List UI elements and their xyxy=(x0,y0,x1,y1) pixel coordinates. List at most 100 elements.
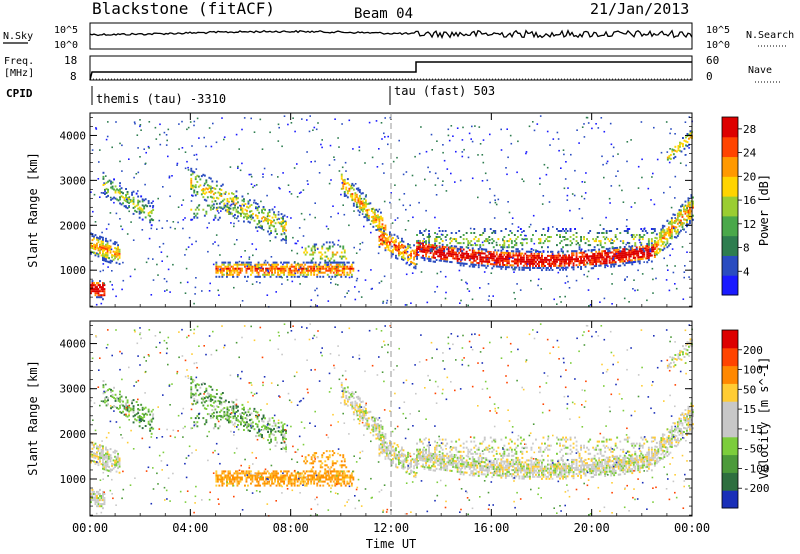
echo-cell xyxy=(471,247,474,250)
echo-cell xyxy=(459,236,462,238)
echo-cell xyxy=(578,251,581,254)
noise-cell xyxy=(588,305,590,307)
noise-cell xyxy=(677,233,680,235)
echo-cell xyxy=(450,251,453,253)
echo-cell xyxy=(560,258,563,261)
echo-cell xyxy=(677,145,680,148)
echo-cell xyxy=(260,478,263,481)
echo-cell xyxy=(218,192,221,195)
echo-cell xyxy=(678,231,681,234)
echo-cell xyxy=(539,238,542,241)
echo-cell xyxy=(586,257,588,260)
echo-cell xyxy=(247,214,250,217)
echo-cell xyxy=(316,273,319,276)
noise-tick-left-high: 10^5 xyxy=(54,25,78,36)
echo-cell xyxy=(538,252,540,255)
echo-cell xyxy=(340,175,343,178)
echo-cell xyxy=(509,264,512,267)
echo-cell xyxy=(116,198,118,201)
noise-cell xyxy=(389,116,392,119)
echo-cell xyxy=(664,237,667,240)
echo-cell xyxy=(322,265,325,268)
echo-cell xyxy=(503,253,506,256)
echo-cell xyxy=(343,191,346,193)
echo-cell xyxy=(372,211,375,214)
noise-cell xyxy=(115,212,118,215)
echo-cell xyxy=(416,241,418,244)
echo-cell xyxy=(428,257,430,260)
echo-cell xyxy=(446,252,449,255)
echo-cell xyxy=(515,252,518,255)
echo-cell xyxy=(498,265,501,268)
echo-cell xyxy=(529,266,531,269)
echo-cell xyxy=(113,178,115,181)
echo-cell xyxy=(527,254,530,257)
echo-cell xyxy=(375,218,378,221)
echo-cell xyxy=(434,232,436,234)
noise-cell xyxy=(477,196,479,199)
echo-cell xyxy=(632,253,635,255)
echo-cell xyxy=(417,241,420,244)
echo-cell xyxy=(293,267,296,270)
echo-cell xyxy=(525,256,528,259)
echo-cell xyxy=(426,247,429,250)
echo-cell xyxy=(190,378,193,381)
echo-cell xyxy=(93,444,95,447)
echo-cell xyxy=(91,288,94,291)
echo-cell xyxy=(250,426,253,429)
echo-cell xyxy=(228,208,230,211)
echo-cell xyxy=(110,391,112,393)
noise-tick-left-low: 10^0 xyxy=(54,40,78,51)
echo-cell xyxy=(673,222,676,224)
echo-cell xyxy=(229,405,232,408)
echo-cell xyxy=(113,386,115,389)
echo-cell xyxy=(140,195,143,198)
echo-cell xyxy=(228,401,230,404)
echo-cell xyxy=(377,226,379,229)
echo-cell xyxy=(193,189,196,192)
echo-cell xyxy=(485,266,488,269)
echo-cell xyxy=(342,181,345,184)
echo-cell xyxy=(144,198,147,201)
noise-cell xyxy=(567,187,569,189)
echo-cell xyxy=(416,255,418,258)
echo-cell xyxy=(257,267,260,270)
echo-cell xyxy=(331,241,334,244)
echo-cell xyxy=(650,240,653,243)
echo-cell xyxy=(663,245,666,248)
noise-cell xyxy=(467,156,470,159)
echo-cell xyxy=(590,267,593,270)
echo-cell xyxy=(268,427,271,430)
noise-cell xyxy=(100,192,103,194)
echo-cell xyxy=(524,260,527,263)
freq-unit-label: [MHz] xyxy=(4,68,34,79)
echo-cell xyxy=(220,195,223,197)
echo-cell xyxy=(267,429,269,431)
noise-cell xyxy=(321,146,323,149)
noise-cell xyxy=(237,167,239,169)
echo-cell xyxy=(637,260,640,263)
echo-cell xyxy=(500,267,503,270)
echo-cell xyxy=(637,258,640,261)
echo-cell xyxy=(593,253,596,255)
echo-cell xyxy=(617,250,620,253)
echo-cell xyxy=(90,497,92,499)
echo-cell xyxy=(343,267,346,270)
echo-cell xyxy=(141,419,144,421)
echo-cell xyxy=(283,214,286,217)
echo-cell xyxy=(670,227,673,230)
echo-cell xyxy=(530,254,533,257)
echo-cell xyxy=(91,490,94,493)
noise-cell xyxy=(612,146,615,149)
echo-cell xyxy=(538,254,540,257)
echo-cell xyxy=(289,267,292,270)
echo-cell xyxy=(236,261,239,264)
noise-cell xyxy=(248,256,251,258)
echo-cell xyxy=(194,194,197,197)
echo-cell xyxy=(234,195,236,198)
echo-cell xyxy=(282,438,284,441)
echo-cell xyxy=(208,184,211,187)
echo-cell xyxy=(428,249,430,252)
echo-cell xyxy=(94,252,97,255)
echo-cell xyxy=(547,236,549,238)
